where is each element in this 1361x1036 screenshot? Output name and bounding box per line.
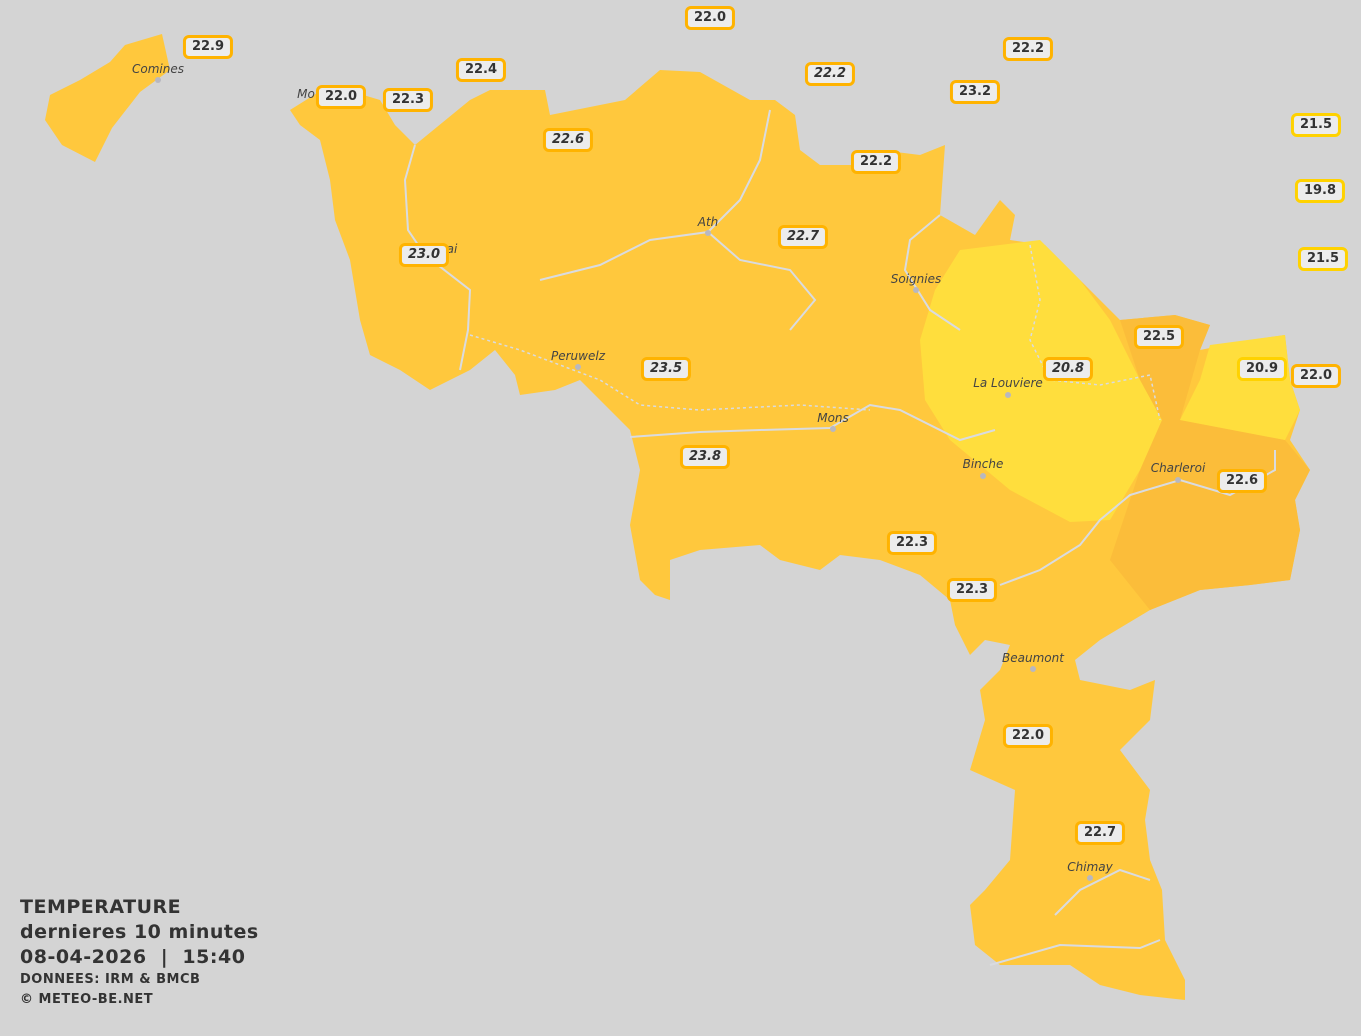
city-label-comines: Comines: [132, 62, 184, 76]
city-label-peruwelz: Peruwelz: [551, 349, 605, 363]
station-value[interactable]: 22.0: [1002, 724, 1054, 748]
station-value[interactable]: 20.8: [1042, 357, 1094, 381]
city-label-beaumont: Beaumont: [1002, 651, 1064, 665]
region-cooler-la-louviere: [920, 240, 1162, 522]
station-value[interactable]: 22.5: [1133, 325, 1185, 349]
station-value[interactable]: 21.5: [1290, 113, 1342, 137]
station-value[interactable]: 22.0: [684, 6, 736, 30]
region-warmer-charleroi: [1110, 315, 1310, 610]
station-value[interactable]: 23.8: [679, 445, 731, 469]
city-dot: [1030, 666, 1036, 672]
city-label-soignies: Soignies: [890, 272, 942, 286]
legend-datetime: 08-04-2026 | 15:40: [20, 946, 246, 968]
city-dot: [705, 230, 711, 236]
station-value[interactable]: 22.0: [315, 85, 367, 109]
city-label-tournai: ai: [446, 242, 458, 256]
city-dot: [1005, 392, 1011, 398]
city-label-binche: Binche: [962, 457, 1004, 471]
station-value[interactable]: 22.2: [1002, 37, 1054, 61]
station-value[interactable]: 23.5: [640, 357, 692, 381]
legend-title: TEMPERATURE: [20, 896, 182, 918]
rivers: [403, 109, 1276, 966]
city-label-charleroi: Charleroi: [1150, 461, 1206, 475]
station-value[interactable]: 22.2: [850, 150, 902, 174]
city-label-ath: Ath: [697, 215, 719, 229]
city-label-la-louviere: La Louviere: [973, 376, 1043, 390]
city-label-mouscron: Mo: [297, 87, 315, 101]
station-value[interactable]: 22.6: [542, 128, 594, 152]
legend-period: dernieres 10 minutes: [20, 921, 259, 943]
city-dot: [575, 364, 581, 370]
region-comines: [45, 34, 170, 162]
city-dot: [1175, 477, 1181, 483]
city-dot: [913, 287, 919, 293]
station-value[interactable]: 23.2: [949, 80, 1001, 104]
city-dot: [155, 77, 161, 83]
station-value[interactable]: 22.3: [946, 578, 998, 602]
station-value[interactable]: 22.7: [777, 225, 829, 249]
station-value[interactable]: 22.3: [886, 531, 938, 555]
city-label-chimay: Chimay: [1067, 860, 1113, 874]
city-label-mons: Mons: [817, 411, 849, 425]
station-value[interactable]: 22.2: [804, 62, 856, 86]
station-value[interactable]: 22.7: [1074, 821, 1126, 845]
station-value[interactable]: 22.4: [455, 58, 507, 82]
map-legend: TEMPERATURE dernieres 10 minutes 08-04-2…: [20, 895, 259, 1010]
station-value[interactable]: 20.9: [1236, 357, 1288, 381]
station-value[interactable]: 22.0: [1290, 364, 1342, 388]
borders-dashed: [469, 244, 1161, 421]
station-value[interactable]: 22.3: [382, 88, 434, 112]
city-dot: [980, 473, 986, 479]
station-value[interactable]: 22.6: [1216, 469, 1268, 493]
station-value[interactable]: 23.0: [398, 243, 450, 267]
legend-source: DONNEES: IRM & BMCB: [20, 972, 201, 987]
station-value[interactable]: 19.8: [1294, 179, 1346, 203]
station-value[interactable]: 22.9: [182, 35, 234, 59]
city-dot: [830, 426, 836, 432]
station-value[interactable]: 21.5: [1297, 247, 1349, 271]
city-dot: [1087, 875, 1093, 881]
legend-copyright: © METEO-BE.NET: [20, 992, 154, 1007]
